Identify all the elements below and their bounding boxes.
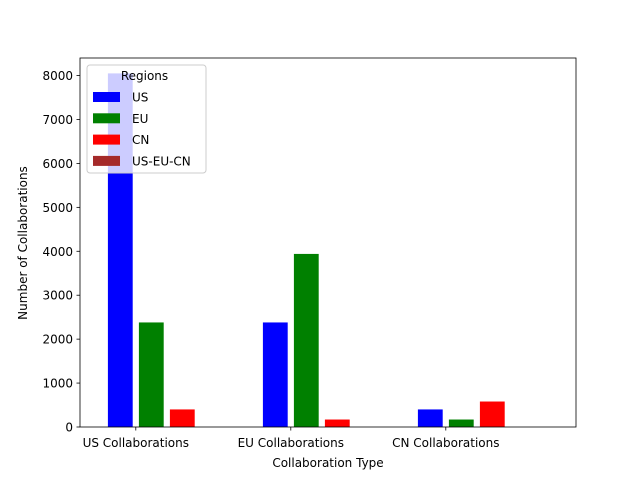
legend-swatch-us-eu-cn (93, 155, 120, 166)
x-tick-label: US Collaborations (83, 436, 189, 450)
y-tick-label: 5000 (42, 201, 73, 215)
x-tick-label: EU Collaborations (238, 436, 344, 450)
bar-cn-1 (324, 419, 350, 427)
legend-label-eu: EU (132, 112, 148, 126)
legend-label-cn: CN (132, 133, 149, 147)
y-tick-label: 6000 (42, 157, 73, 171)
y-tick-label: 8000 (42, 69, 73, 83)
y-tick-label: 0 (65, 421, 73, 435)
y-tick-label: 7000 (42, 113, 73, 127)
axes-layer: 0 1000 2000 3000 4000 5000 6000 7000 8000 US Coll… (42, 57, 577, 450)
legend-swatch-us (93, 92, 120, 102)
plot-frame (79, 57, 577, 428)
legend-label-us: US (132, 91, 148, 105)
bar-us-2 (417, 409, 443, 427)
y-tick-label: 4000 (42, 245, 73, 259)
y-tick-label: 1000 (42, 377, 73, 391)
legend-swatch-eu (93, 113, 120, 124)
x-axis-label: Collaboration Type (272, 456, 383, 470)
bar-us-1 (262, 322, 288, 427)
y-axis-label: Number of Collaborations (16, 166, 30, 320)
bar-eu-2 (448, 419, 474, 427)
y-tick-label: 3000 (42, 289, 73, 303)
x-tick-label: CN Collaborations (392, 436, 499, 450)
legend-label-us-eu-cn: US-EU-CN (132, 154, 191, 168)
legend-title: Regions (121, 69, 168, 83)
bar-eu-0 (138, 322, 164, 427)
legend: Regions US EU CN US-EU-CN (86, 64, 207, 174)
bar-eu-1 (293, 253, 319, 427)
bar-cn-2 (479, 401, 505, 427)
bar-cn-0 (169, 409, 195, 427)
legend-swatch-cn (93, 134, 120, 145)
y-tick-label: 2000 (42, 333, 73, 347)
